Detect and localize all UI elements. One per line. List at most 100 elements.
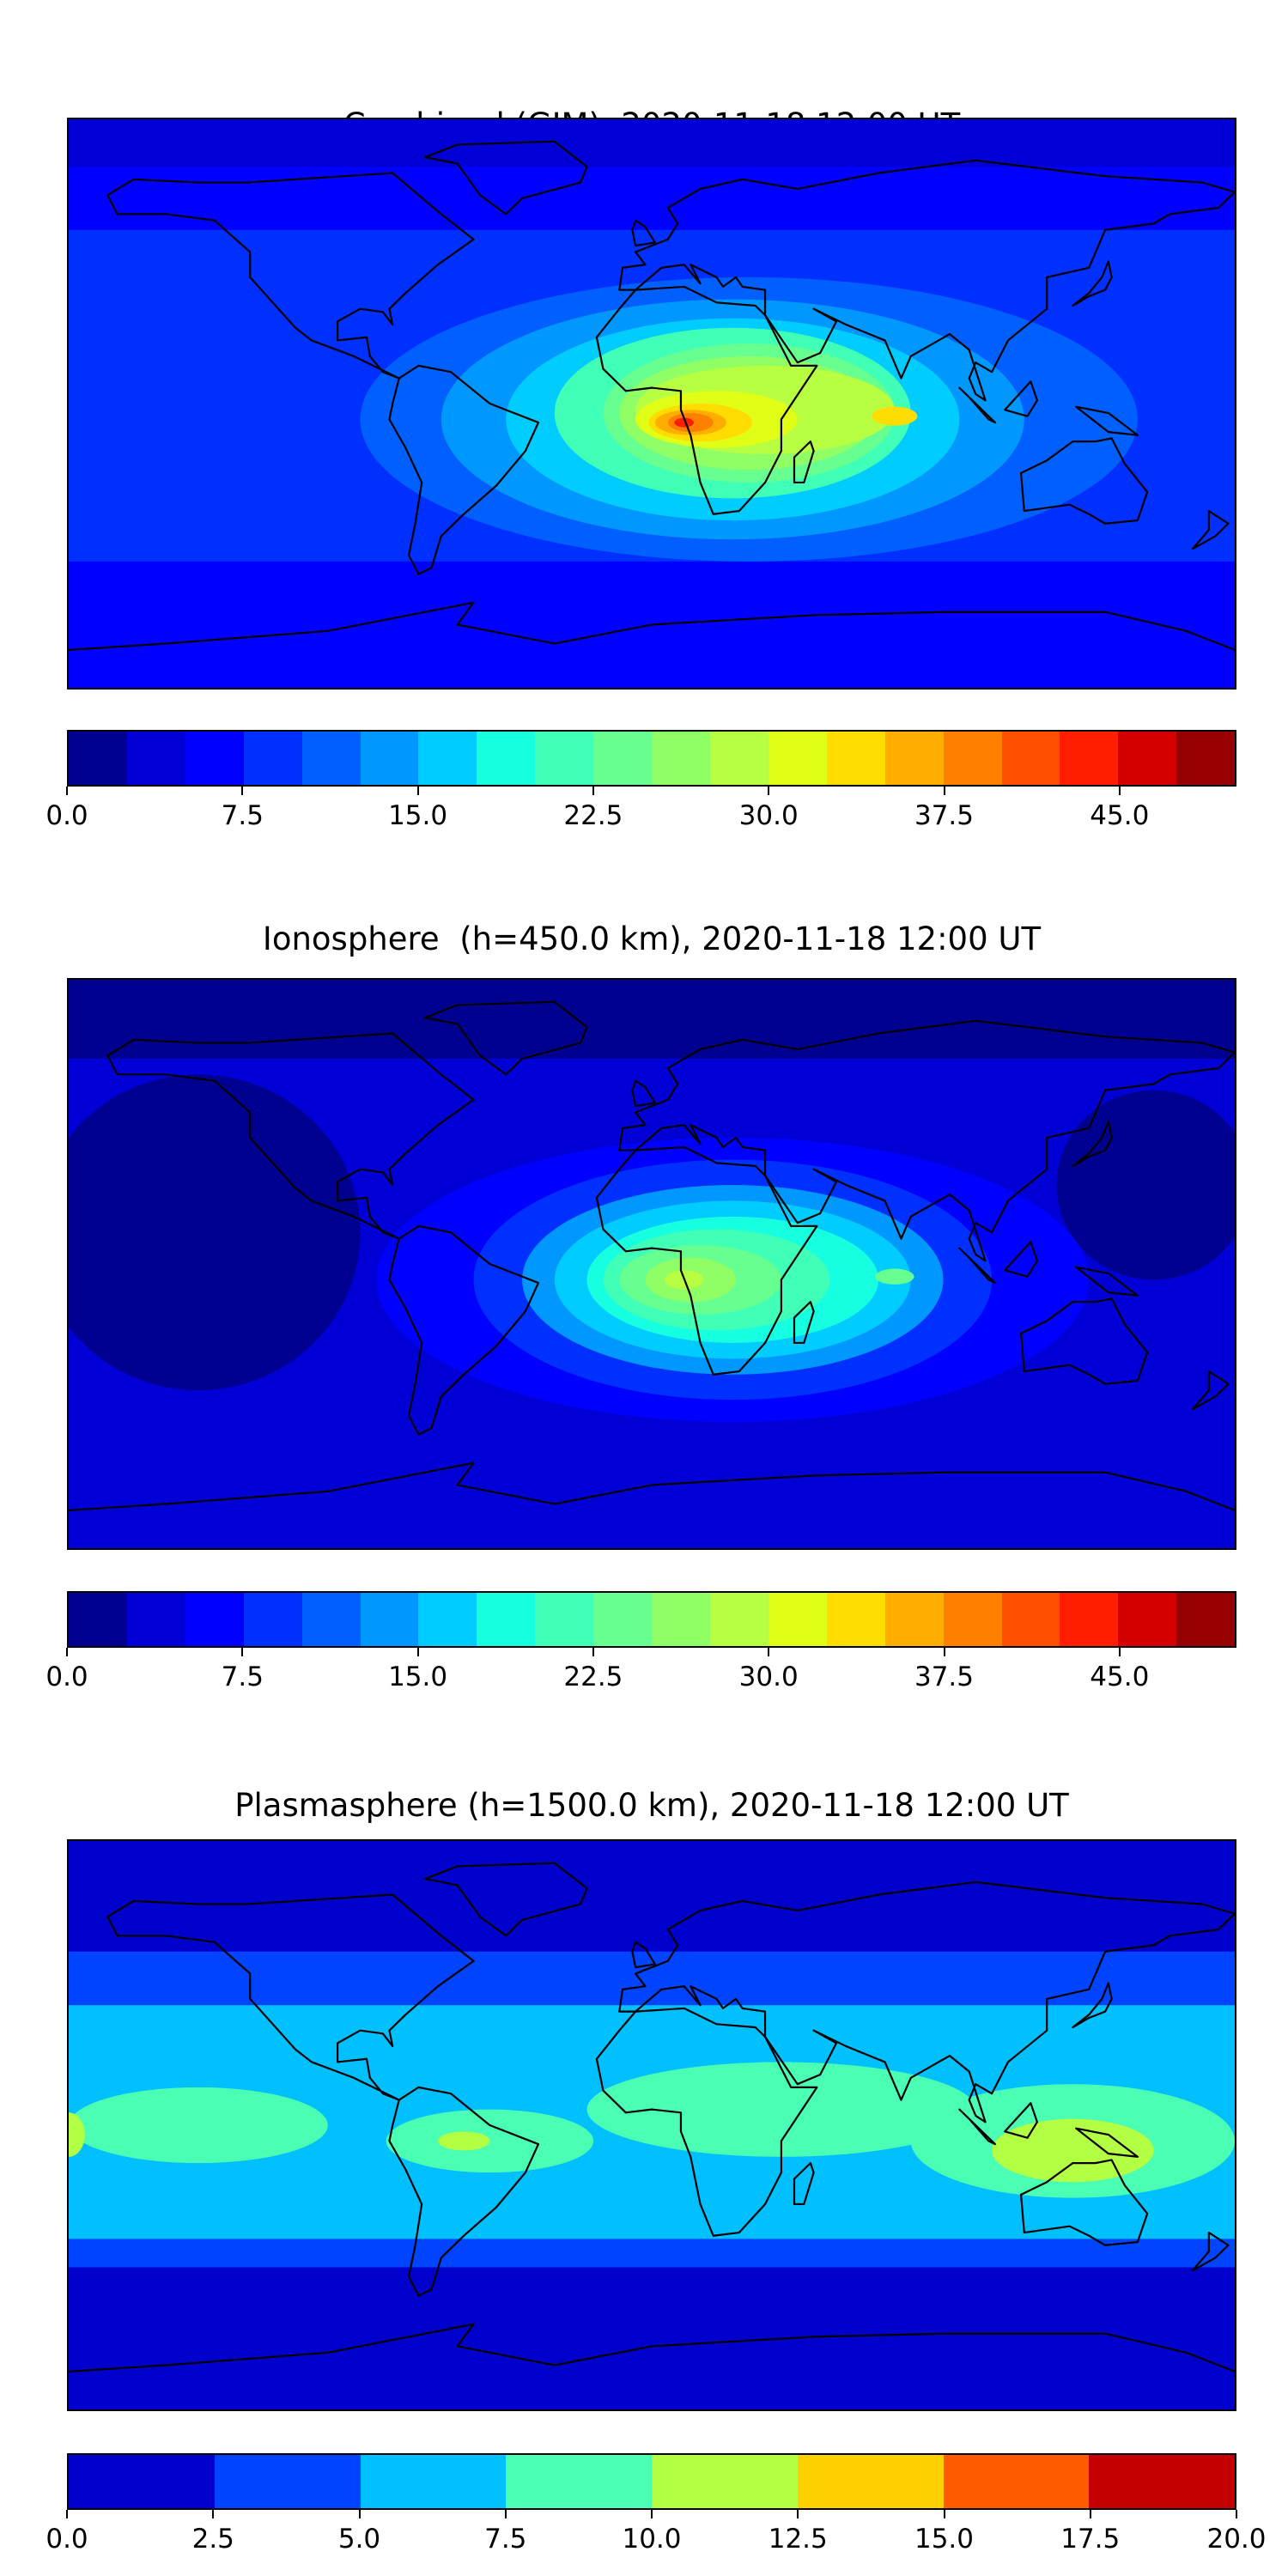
coastline-japan (1072, 1984, 1111, 2027)
colorbar-tick (1089, 2510, 1091, 2518)
coastline-madagascar (794, 2163, 814, 2204)
coastline-new-zealand (1193, 2233, 1228, 2270)
colorbar-segment (652, 732, 710, 785)
coastline-great-britain (632, 1081, 654, 1106)
coastline-australia (1021, 2160, 1147, 2245)
colorbar-segment (69, 732, 127, 785)
colorbar-segment (943, 732, 1002, 785)
colorbar-segment (243, 1593, 302, 1646)
coastline-eurasia (619, 1882, 1235, 2123)
colorbar-tick (1118, 787, 1121, 795)
colorbar-segment (884, 732, 944, 785)
coastline-new-zealand (1193, 511, 1228, 549)
coastline-greenland (425, 1863, 587, 1936)
coastline-australia (1021, 1298, 1147, 1383)
colorbar-tick (768, 1648, 770, 1656)
colorbar-tick-label: 0.0 (46, 2524, 88, 2555)
panel-title-ionosphere: Ionosphere (h=450.0 km), 2020-11-18 12:0… (262, 920, 1042, 957)
colorbar-tick (1118, 1648, 1121, 1656)
coastline-africa (597, 1147, 817, 1375)
contour-region (992, 2118, 1154, 2183)
panel-title-plasmasphere: Plasmasphere (h=1500.0 km), 2020-11-18 1… (234, 1787, 1069, 1824)
colorbar-segment (826, 732, 885, 785)
colorbar-segment (360, 732, 419, 785)
colorbar-ionosphere (67, 1591, 1236, 1648)
colorbar-tick (66, 787, 68, 795)
colorbar-segment (301, 732, 361, 785)
colorbar-segment (243, 732, 302, 785)
coastline-borneo (1005, 2103, 1037, 2137)
colorbar-segment (1118, 1593, 1177, 1646)
colorbar-tick-label: 45.0 (1090, 1662, 1150, 1692)
coastline-north-america (107, 1895, 473, 2100)
colorbar-tick-label: 10.0 (622, 2524, 682, 2555)
colorbar-segment (709, 1593, 769, 1646)
colorbar-tick-label: 17.5 (1060, 2524, 1121, 2555)
colorbar-tick-label: 22.5 (563, 1662, 623, 1692)
colorbar-tick-label: 15.0 (388, 800, 448, 831)
colorbar-tick (943, 1648, 945, 1656)
coastline-sumatra (959, 388, 994, 422)
colorbar-tick-label: 20.0 (1206, 2524, 1267, 2555)
colorbar-tick-label: 22.5 (563, 800, 623, 831)
contour-region (438, 2131, 490, 2151)
coastline-japan (1072, 262, 1111, 306)
coastline-eurasia (619, 161, 1235, 401)
contour-region (674, 417, 695, 428)
colorbar-tick (212, 2510, 215, 2518)
colorbar-segment (709, 732, 769, 785)
colorbar-segment (1060, 732, 1119, 785)
colorbar-segment (418, 1593, 477, 1646)
coastline-antarctica (69, 1463, 1235, 1510)
colorbar-tick (416, 1648, 419, 1656)
coastline-sumatra (959, 1249, 994, 1283)
colorbar-tick (943, 787, 945, 795)
colorbar-segment (506, 2455, 652, 2508)
coastline-great-britain (632, 221, 654, 246)
colorbar-segment (418, 732, 477, 785)
colorbar-tick-label: 2.5 (191, 2524, 234, 2555)
contour-region (875, 1268, 914, 1285)
coastline-africa (597, 2008, 817, 2236)
coastline-madagascar (794, 1302, 814, 1343)
colorbar-tick (66, 1648, 68, 1656)
colorbar-segment (477, 732, 536, 785)
colorbar-tick-label: 45.0 (1090, 800, 1150, 831)
colorbar-tick (504, 2510, 507, 2518)
colorbar-segment (69, 2455, 215, 2508)
coastline-new-guinea (1076, 1267, 1138, 1296)
coastline-south-america (389, 2087, 538, 2296)
colorbar-tick (66, 2510, 68, 2518)
colorbar-segment (185, 1593, 244, 1646)
colorbar-combined (67, 730, 1236, 787)
colorbar-segment (593, 732, 653, 785)
coastline-sumatra (959, 2110, 994, 2144)
colorbar-segment (214, 2455, 361, 2508)
colorbar-tick-label: 0.0 (46, 1662, 88, 1692)
colorbar-segment (1001, 732, 1060, 785)
colorbar-segment (535, 732, 594, 785)
colorbar-segment (593, 1593, 653, 1646)
coastline-south-america (389, 366, 538, 574)
colorbar-tick-label: 7.5 (484, 2524, 527, 2555)
colorbar-ticks-plasmasphere: 0.0 2.5 5.0 7.5 10.0 12.5 15.0 17.5 20.0 (46, 2510, 1267, 2561)
colorbar-tick (797, 2510, 799, 2518)
coastline-borneo (1005, 381, 1037, 416)
contour-band (69, 980, 1235, 1059)
colorbar-ticks-ionosphere: 0.0 7.5 15.0 22.5 30.0 37.5 45.0 (46, 1648, 1236, 1699)
map-ionosphere (67, 978, 1236, 1550)
coastline-new-guinea (1076, 407, 1138, 435)
coastline-eurasia (619, 1021, 1235, 1261)
colorbar-tick-label: 30.0 (738, 1662, 799, 1692)
colorbar-segment (360, 1593, 419, 1646)
colorbar-segment (1001, 1593, 1060, 1646)
map-plasmasphere (67, 1839, 1236, 2411)
colorbar-tick-label: 15.0 (388, 1662, 448, 1692)
coastline-new-guinea (1076, 2129, 1138, 2157)
coastline-australia (1021, 438, 1147, 523)
colorbar-plasmasphere (67, 2453, 1236, 2510)
coastline-madagascar (794, 441, 814, 483)
colorbar-segment (943, 2455, 1090, 2508)
colorbar-tick-label: 37.5 (914, 800, 975, 831)
